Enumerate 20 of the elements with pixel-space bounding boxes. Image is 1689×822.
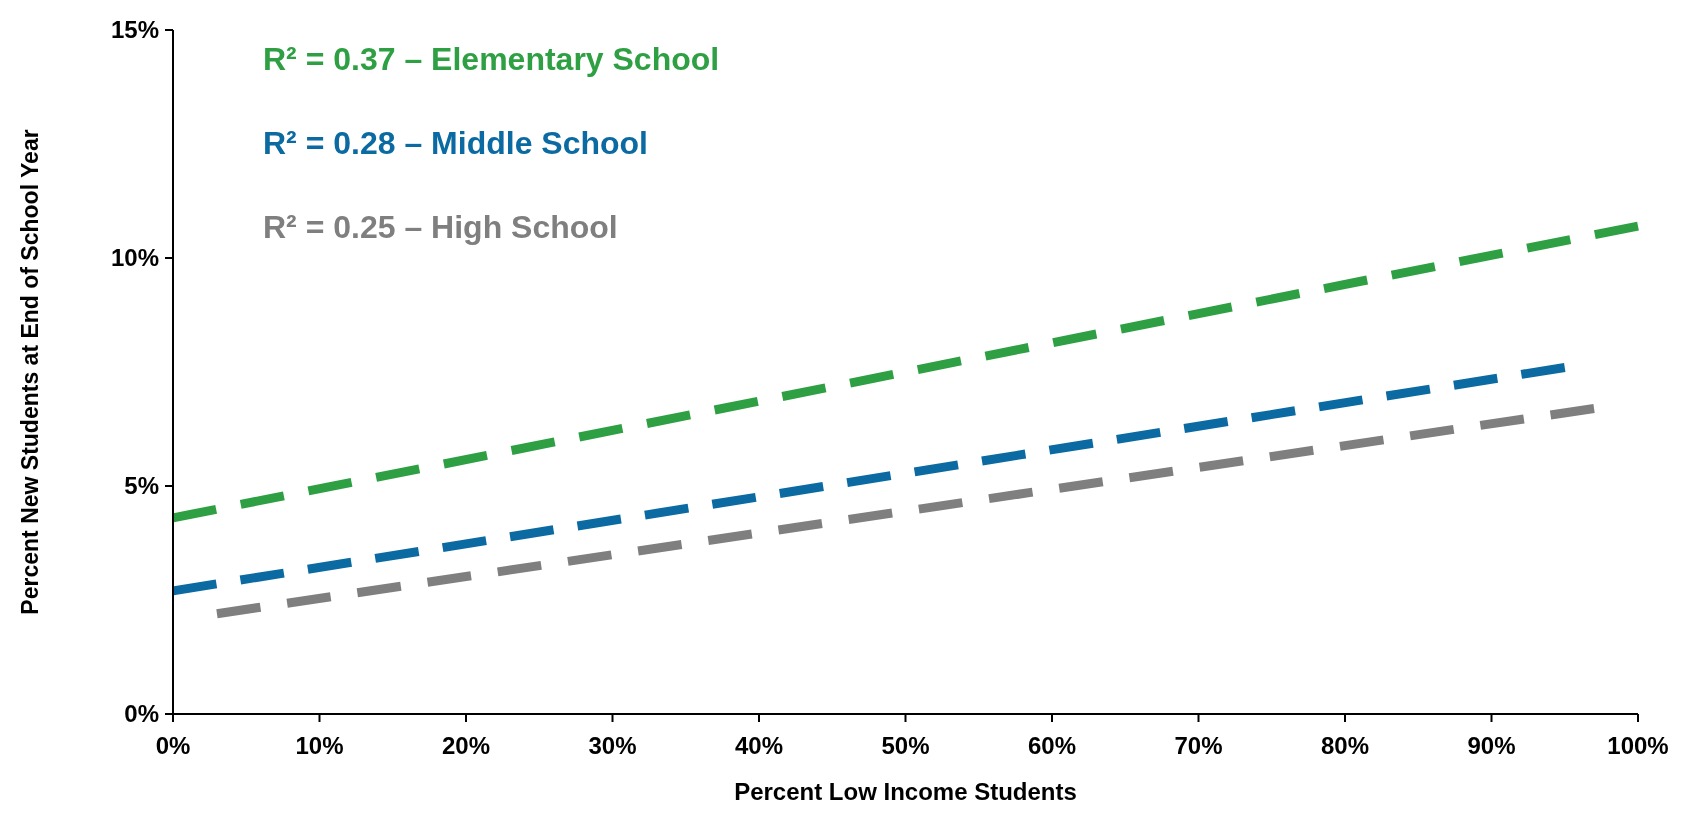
y-axis-title: Percent New Students at End of School Year bbox=[17, 129, 43, 615]
text: R² = 0.25 – High School bbox=[263, 209, 618, 245]
x-tick-label: 10% bbox=[295, 732, 344, 759]
y-tick-label: 0% bbox=[124, 700, 159, 728]
text: R² = 0.37 – Elementary School bbox=[263, 41, 720, 77]
x-tick-label: 90% bbox=[1467, 732, 1516, 759]
x-axis-title: Percent Low Income Students bbox=[734, 778, 1077, 805]
x-tick-label: 50% bbox=[881, 732, 930, 759]
text: R² = 0.28 – Middle School bbox=[263, 125, 648, 161]
x-tick-label: 80% bbox=[1320, 732, 1370, 759]
y-tick-label: 5% bbox=[124, 472, 159, 500]
x-tick-label: 70% bbox=[1174, 732, 1223, 759]
x-tick-label: 40% bbox=[734, 732, 784, 759]
y-tick-label: 15% bbox=[110, 16, 159, 44]
x-tick-label: 30% bbox=[588, 732, 637, 759]
y-tick-label: 10% bbox=[110, 244, 159, 272]
x-tick-label: 60% bbox=[1027, 732, 1077, 759]
x-tick-label: 20% bbox=[441, 732, 491, 759]
x-tick-label: 0% bbox=[155, 732, 191, 759]
x-tick-label: 100% bbox=[1607, 732, 1669, 759]
